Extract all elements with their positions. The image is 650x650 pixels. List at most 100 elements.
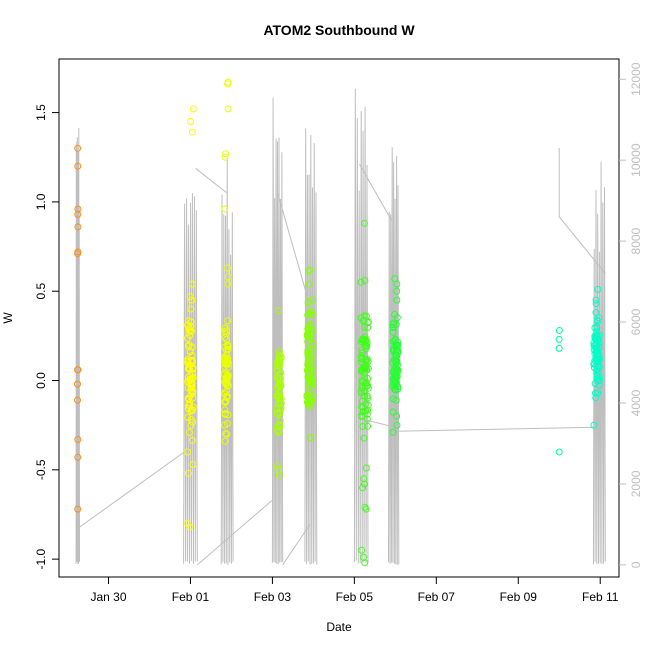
data-point [187,305,195,313]
data-point [185,324,193,332]
data-point [224,342,232,349]
data-point [363,342,371,350]
data-point [222,335,230,343]
data-point [221,437,229,445]
data-point [189,461,197,468]
data-point [393,357,401,365]
data-point [184,448,192,456]
data-point [276,357,284,364]
data-point [74,144,82,152]
y2-tick-label: 8000 [629,227,643,254]
data-point [223,350,231,358]
y2-tick-label: 6000 [629,308,643,335]
data-point [303,391,311,399]
data-point [221,205,229,213]
point-cluster-3 [273,307,285,479]
data-point [591,324,599,332]
data-point [304,347,312,355]
data-point [188,383,196,391]
secondary-connector-5 [359,163,393,222]
data-point [74,366,82,374]
data-point [188,296,196,304]
data-point [360,363,368,371]
y2-tick-label: 4000 [629,389,643,416]
data-point [187,118,194,125]
data-point [392,369,400,377]
data-point [595,363,603,371]
data-point [274,466,282,474]
point-cluster-6 [389,275,402,436]
y-tick-label: 1.0 [34,193,48,210]
x-tick-label: Feb 11 [582,590,619,604]
data-point [276,422,284,430]
data-point [188,405,196,413]
data-point [393,296,401,304]
x-tick-label: Feb 05 [336,590,374,604]
data-point [224,371,232,379]
data-point [304,330,312,338]
y-tick-label: 0.5 [34,283,48,300]
data-point [273,393,281,400]
data-point [394,383,402,391]
data-point [74,162,82,170]
data-point [224,264,231,272]
data-point [592,300,600,308]
data-point [592,296,600,304]
data-point [275,362,283,370]
data-point [360,219,368,227]
data-point [555,344,563,352]
data-point [593,316,601,324]
point-cluster-4 [303,266,317,442]
data-point [189,105,197,113]
secondary-connector-1 [195,167,227,193]
data-point [307,307,315,315]
point-cluster-0 [74,144,82,513]
data-point [393,287,401,295]
secondary-spike-7 [592,161,606,565]
data-point [305,382,313,390]
data-point [364,324,372,332]
data-point [74,436,82,443]
secondary-connector-2 [196,499,273,566]
data-point [361,559,369,567]
point-cluster-8 [590,285,604,429]
secondary-connector-0 [77,447,191,529]
data-point [358,397,366,405]
data-point [306,309,314,317]
data-point [364,319,372,327]
data-point [358,346,366,354]
data-point [360,312,368,320]
data-point [555,448,563,456]
data-point [592,394,600,402]
data-point [594,285,602,293]
data-point [184,357,192,365]
y-axis: -1.0 -0.5 0.0 0.5 1.0 1.5 [34,104,59,569]
data-point [274,426,282,434]
chart-title: ATOM2 Southbound W [263,22,415,38]
data-point [273,366,281,374]
data-point [184,365,192,373]
y-tick-label: -1.0 [34,548,48,569]
data-point [308,354,316,362]
data-point [362,338,369,345]
data-point [362,505,370,513]
data-point [187,416,195,423]
data-point [306,434,314,442]
secondary-connector-7 [395,426,596,432]
data-point [188,352,196,359]
data-point [222,430,230,438]
data-point [389,395,397,403]
data-point [361,323,368,331]
data-point [74,205,82,213]
data-point [393,280,401,288]
data-point [186,348,194,356]
data-point [303,366,311,374]
data-point [223,394,231,402]
data-point [74,453,82,461]
data-point [305,365,313,372]
data-point [393,421,401,429]
data-point [392,386,400,394]
data-point [304,349,312,357]
secondary-spike-4 [304,128,318,565]
data-point [389,428,397,436]
